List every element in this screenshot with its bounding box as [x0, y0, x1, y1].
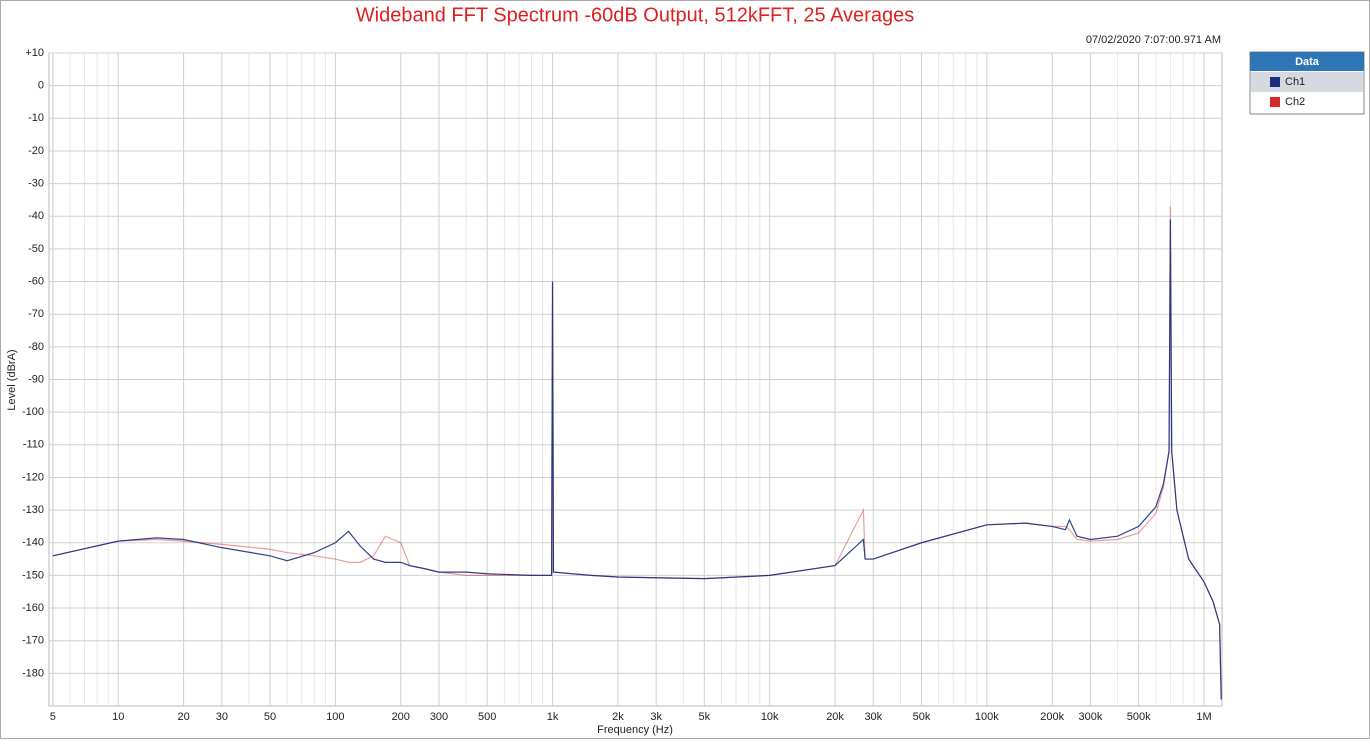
x-tick-label: 500k [1127, 711, 1151, 723]
x-tick-label: 10k [761, 711, 779, 723]
x-tick-label: 30 [216, 711, 228, 723]
x-tick-label: 50k [913, 711, 931, 723]
y-tick-label: -130 [22, 504, 44, 516]
y-tick-label: -160 [22, 602, 44, 614]
x-tick-label: 20 [177, 711, 189, 723]
x-tick-label: 50 [264, 711, 276, 723]
x-tick-label: 200k [1040, 711, 1064, 723]
series-line [52, 219, 1222, 700]
y-tick-label: -180 [22, 667, 44, 679]
y-tick-label: +10 [25, 47, 44, 59]
y-tick-label: -120 [22, 471, 44, 483]
legend: Data Ch1 Ch2 [1249, 51, 1365, 115]
y-tick-label: -170 [22, 635, 44, 647]
x-axis-label: Frequency (Hz) [597, 724, 673, 736]
x-tick-label: 2k [612, 711, 624, 723]
y-tick-label: -150 [22, 569, 44, 581]
y-tick-label: 0 [38, 80, 44, 92]
y-axis-label: Level (dBrA) [6, 349, 18, 410]
y-tick-label: -100 [22, 406, 44, 418]
legend-row-highlight [1251, 72, 1363, 92]
legend-swatch [1270, 77, 1280, 87]
legend-label: Ch1 [1285, 76, 1305, 88]
x-tick-label: 300 [430, 711, 448, 723]
y-tick-label: -60 [28, 275, 44, 287]
x-tick-label: 500 [478, 711, 496, 723]
x-tick-label: 100 [326, 711, 344, 723]
y-tick-label: -90 [28, 373, 44, 385]
x-tick-label: 1M [1196, 711, 1211, 723]
x-tick-label: 200 [392, 711, 410, 723]
legend-swatch [1270, 97, 1280, 107]
x-tick-label: 30k [864, 711, 882, 723]
y-tick-label: -50 [28, 243, 44, 255]
x-tick-label: 3k [650, 711, 662, 723]
legend-label: Ch2 [1285, 96, 1305, 108]
x-tick-label: 5 [50, 711, 56, 723]
x-tick-label: 20k [826, 711, 844, 723]
x-tick-label: 1k [547, 711, 559, 723]
y-tick-label: -40 [28, 210, 44, 222]
y-tick-label: -140 [22, 537, 44, 549]
x-tick-label: 10 [112, 711, 124, 723]
y-tick-label: -110 [23, 439, 44, 451]
legend-title: Data [1295, 56, 1320, 68]
y-tick-label: -70 [28, 308, 44, 320]
y-tick-label: -10 [28, 112, 44, 124]
timestamp: 07/02/2020 7:07:00.971 AM [1086, 34, 1221, 46]
x-tick-label: 5k [699, 711, 711, 723]
y-tick-label: -80 [28, 341, 44, 353]
x-tick-label: 300k [1079, 711, 1103, 723]
chart-title: Wideband FFT Spectrum -60dB Output, 512k… [356, 4, 914, 26]
y-tick-label: -20 [28, 145, 44, 157]
x-tick-label: 100k [975, 711, 999, 723]
legend-header [1250, 52, 1364, 71]
y-tick-label: -30 [28, 178, 44, 190]
